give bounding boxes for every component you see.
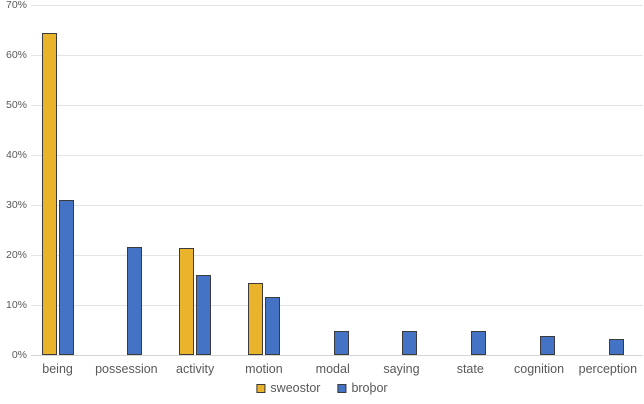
y-tick-label-30%: 30% <box>5 199 27 211</box>
bar-brothor-perception <box>608 339 624 355</box>
bar-brothor-motion <box>264 297 280 355</box>
x-axis-label-saying: saying <box>383 362 420 376</box>
gridline-10% <box>31 305 643 306</box>
legend-label-sweostor: sweostor <box>270 381 321 395</box>
legend: sweostor broþor <box>256 381 388 395</box>
bar-brothor-possession <box>127 247 143 355</box>
x-axis-label-cognition: cognition <box>514 362 565 376</box>
bar-brothor-cognition <box>540 336 556 355</box>
bar-sweostor-motion <box>247 283 263 355</box>
bar-brothor-activity <box>196 275 212 355</box>
bar-brothor-being <box>58 200 74 355</box>
x-axis-label-modal: modal <box>315 362 350 376</box>
legend-item-sweostor: sweostor <box>256 381 320 395</box>
x-axis-label-perception: perception <box>578 362 638 376</box>
y-tick-label-40%: 40% <box>5 149 27 161</box>
gridline-40% <box>31 155 643 156</box>
gridline-70% <box>31 5 643 6</box>
bar-brothor-state <box>471 331 487 355</box>
bar-sweostor-activity <box>179 248 195 355</box>
y-tick-label-20%: 20% <box>5 249 27 261</box>
gridline-30% <box>31 205 643 206</box>
gridline-0% <box>31 355 643 356</box>
x-axis-label-state: state <box>456 362 484 376</box>
bar-sweostor-being <box>41 33 57 355</box>
legend-swatch-sweostor <box>256 383 266 393</box>
legend-item-brothor: broþor <box>337 381 388 395</box>
legend-swatch-brothor <box>337 383 347 393</box>
bar-brothor-saying <box>402 331 418 355</box>
y-tick-label-0%: 0% <box>11 349 27 361</box>
y-tick-label-50%: 50% <box>5 99 27 111</box>
legend-label-brothor: broþor <box>351 381 388 395</box>
gridline-50% <box>31 105 643 106</box>
bar-brothor-modal <box>333 331 349 355</box>
y-tick-label-10%: 10% <box>5 299 27 311</box>
x-axis-label-motion: motion <box>245 362 283 376</box>
x-axis-label-possession: possession <box>95 362 158 376</box>
y-tick-label-60%: 60% <box>5 49 27 61</box>
gridline-60% <box>31 55 643 56</box>
x-axis-label-being: being <box>42 362 73 376</box>
x-axis-label-activity: activity <box>176 362 215 376</box>
gridline-20% <box>31 255 643 256</box>
y-tick-label-70%: 70% <box>5 0 27 11</box>
